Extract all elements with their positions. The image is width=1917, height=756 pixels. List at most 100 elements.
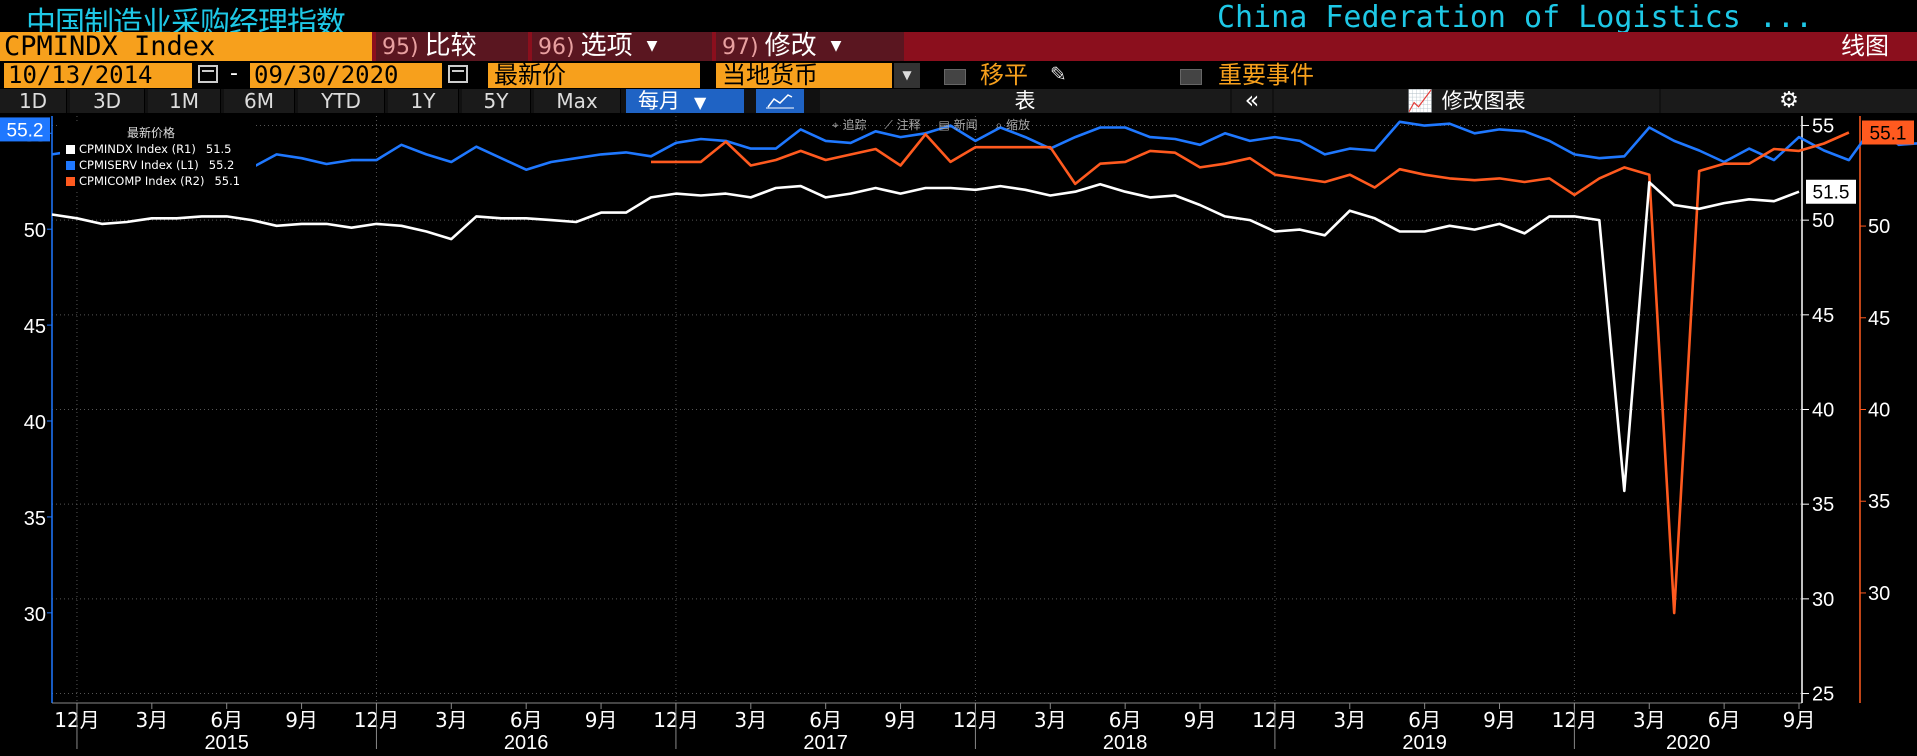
range-ytd-button[interactable]: YTD bbox=[298, 89, 385, 113]
chart-edit-icon: 📈 bbox=[1407, 89, 1434, 113]
x-axis-tick-label: 6月 bbox=[809, 708, 842, 732]
legend-swatch bbox=[66, 145, 75, 154]
calendar-icon[interactable] bbox=[448, 65, 468, 83]
chart-grid bbox=[52, 116, 1802, 703]
x-axis-tick-label: 3月 bbox=[734, 708, 767, 732]
series-line bbox=[651, 131, 1850, 615]
x-axis-tick-label: 6月 bbox=[510, 708, 543, 732]
chevron-down-icon: ▼ bbox=[646, 38, 658, 54]
legend-label: CPMICOMP Index (R2) bbox=[79, 174, 205, 188]
range-1m-button[interactable]: 1M bbox=[148, 89, 221, 113]
left-axis-tick-label: 50 bbox=[24, 220, 46, 242]
right1-axis-tick-label: 40 bbox=[1812, 400, 1834, 422]
range-6m-button[interactable]: 6M bbox=[224, 89, 295, 113]
right1-axis-tick-label: 45 bbox=[1812, 305, 1834, 327]
x-axis-tick-label: 6月 bbox=[210, 708, 243, 732]
key-events-checkbox[interactable] bbox=[1180, 69, 1202, 85]
currency-select[interactable]: 当地货币 bbox=[716, 63, 892, 88]
security-description-en: China Federation of Logistics ... bbox=[1216, 0, 1813, 35]
x-axis-tick-label: 9月 bbox=[884, 708, 917, 732]
key-events-label: 重要事件 bbox=[1218, 61, 1314, 89]
frequency-label: 每月 bbox=[638, 89, 680, 113]
badge-bg bbox=[1806, 179, 1856, 204]
legend-label: CPMINDX Index (R1) bbox=[79, 142, 196, 156]
left-axis-tick-label: 30 bbox=[24, 604, 46, 626]
menu-label: 修改 bbox=[764, 31, 817, 61]
compare-button[interactable]: 95) 比较 bbox=[376, 32, 528, 61]
moving-average-checkbox[interactable] bbox=[944, 69, 966, 85]
frequency-select[interactable]: 每月 ▼ bbox=[626, 89, 744, 113]
pencil-icon[interactable]: ✎ bbox=[1050, 62, 1067, 86]
x-axis-tick-label: 9月 bbox=[1783, 708, 1816, 732]
chart-mini-toolbar: ⌖ 追踪 ⟋ 注释 ▤ 新闻 ⌕ 缩放 bbox=[832, 116, 1044, 132]
x-axis-tick-label: 6月 bbox=[1109, 708, 1142, 732]
crosshair-button[interactable]: ⌖ 追踪 bbox=[832, 118, 867, 132]
left-axis-tick-label: 40 bbox=[24, 412, 46, 434]
range-1y-button[interactable]: 1Y bbox=[388, 89, 459, 113]
right1-axis-tick-label: 25 bbox=[1812, 684, 1834, 706]
calendar-icon[interactable] bbox=[198, 65, 218, 83]
chart-axes: 30354045505525303540455055303540455012月3… bbox=[24, 115, 1891, 754]
year-label: 2017 bbox=[803, 732, 848, 754]
range-5y-button[interactable]: 5Y bbox=[462, 89, 531, 113]
x-axis-tick-label: 3月 bbox=[1333, 708, 1366, 732]
chart-legend: 最新价格 CPMINDX Index (R1) 51.5 CPMISERV Ind… bbox=[60, 124, 256, 192]
line-chart-icon[interactable] bbox=[756, 89, 804, 113]
edit-button[interactable]: 97) 修改 ▼ bbox=[716, 32, 904, 61]
year-label: 2020 bbox=[1666, 732, 1711, 754]
x-axis-tick-label: 3月 bbox=[1034, 708, 1067, 732]
x-axis-tick-label: 9月 bbox=[585, 708, 618, 732]
x-axis-tick-label: 3月 bbox=[435, 708, 468, 732]
x-axis-tick-label: 9月 bbox=[1483, 708, 1516, 732]
legend-value: 55.1 bbox=[214, 174, 241, 188]
chevron-down-icon[interactable]: ▼ bbox=[894, 63, 920, 88]
legend-item[interactable]: CPMISERV Index (L1) 55.2 bbox=[66, 158, 234, 172]
range-bar: 1D 3D 1M 6M YTD 1Y 5Y Max 每月 ▼ 表 « 📈 修改图表 … bbox=[0, 88, 1917, 113]
legend-value: 51.5 bbox=[205, 142, 232, 156]
zoom-button[interactable]: ⌕ 缩放 bbox=[995, 118, 1031, 132]
range-1d-button[interactable]: 1D bbox=[0, 89, 67, 113]
right1-last-value-badge: 51.5 bbox=[1806, 179, 1856, 204]
menu-label: 选项 bbox=[580, 31, 633, 61]
edit-chart-button[interactable]: 📈 修改图表 bbox=[1274, 89, 1659, 113]
legend-title: 最新价格 bbox=[127, 126, 176, 140]
options-button[interactable]: 96) 选项 ▼ bbox=[532, 32, 712, 61]
price-field-select[interactable]: 最新价 bbox=[488, 63, 700, 88]
ticker-field[interactable]: CPMINDX Index bbox=[0, 32, 372, 61]
date-bar: 10/13/2014 - 09/30/2020 最新价 当地货币 ▼ 移平 ✎ … bbox=[0, 61, 1917, 89]
collapse-icon[interactable]: « bbox=[1232, 88, 1272, 113]
x-axis-tick-label: 6月 bbox=[1408, 708, 1441, 732]
annotate-button[interactable]: ⟋ 注释 bbox=[884, 118, 921, 132]
right1-axis-tick-label: 35 bbox=[1812, 494, 1834, 516]
chart-type-label[interactable]: 线图 bbox=[1841, 32, 1889, 60]
chart-series bbox=[51, 120, 1917, 615]
gear-icon[interactable]: ⚙ bbox=[1661, 89, 1917, 113]
legend-swatch bbox=[66, 161, 75, 170]
table-view-button[interactable]: 表 bbox=[820, 89, 1230, 113]
legend-item[interactable]: CPMINDX Index (R1) 51.5 bbox=[66, 142, 231, 156]
edit-chart-label: 修改图表 bbox=[1441, 89, 1526, 113]
chevron-down-icon: ▼ bbox=[694, 93, 707, 112]
badge-value: 55.1 bbox=[1870, 124, 1907, 145]
badge-value: 55.2 bbox=[7, 120, 44, 141]
legend-label: CPMISERV Index (L1) bbox=[79, 158, 199, 172]
legend-item[interactable]: CPMICOMP Index (R2) 55.1 bbox=[66, 174, 240, 188]
right1-axis-tick-label: 30 bbox=[1812, 589, 1834, 611]
range-max-button[interactable]: Max bbox=[534, 89, 621, 113]
end-date-field[interactable]: 09/30/2020 bbox=[250, 63, 442, 88]
start-date-field[interactable]: 10/13/2014 bbox=[4, 63, 192, 88]
news-button[interactable]: ▤ 新闻 bbox=[938, 118, 978, 132]
x-axis-tick-label: 3月 bbox=[135, 708, 168, 732]
range-3d-button[interactable]: 3D bbox=[70, 89, 145, 113]
badge-bg bbox=[0, 117, 50, 142]
menu-number: 97) bbox=[722, 35, 759, 60]
moving-average-label: 移平 bbox=[980, 61, 1028, 89]
last-value-badges: 55.2 51.5 55.1 bbox=[0, 117, 1914, 204]
badge-value: 51.5 bbox=[1813, 183, 1850, 204]
left-last-value-badge: 55.2 bbox=[0, 117, 50, 142]
left-axis-tick-label: 45 bbox=[24, 316, 46, 338]
legend-value: 55.2 bbox=[208, 158, 235, 172]
right1-axis-tick-label: 55 bbox=[1812, 115, 1834, 137]
x-axis-tick-label: 9月 bbox=[285, 708, 318, 732]
line-chart[interactable]: 30354045505525303540455055303540455012月3… bbox=[0, 113, 1917, 756]
